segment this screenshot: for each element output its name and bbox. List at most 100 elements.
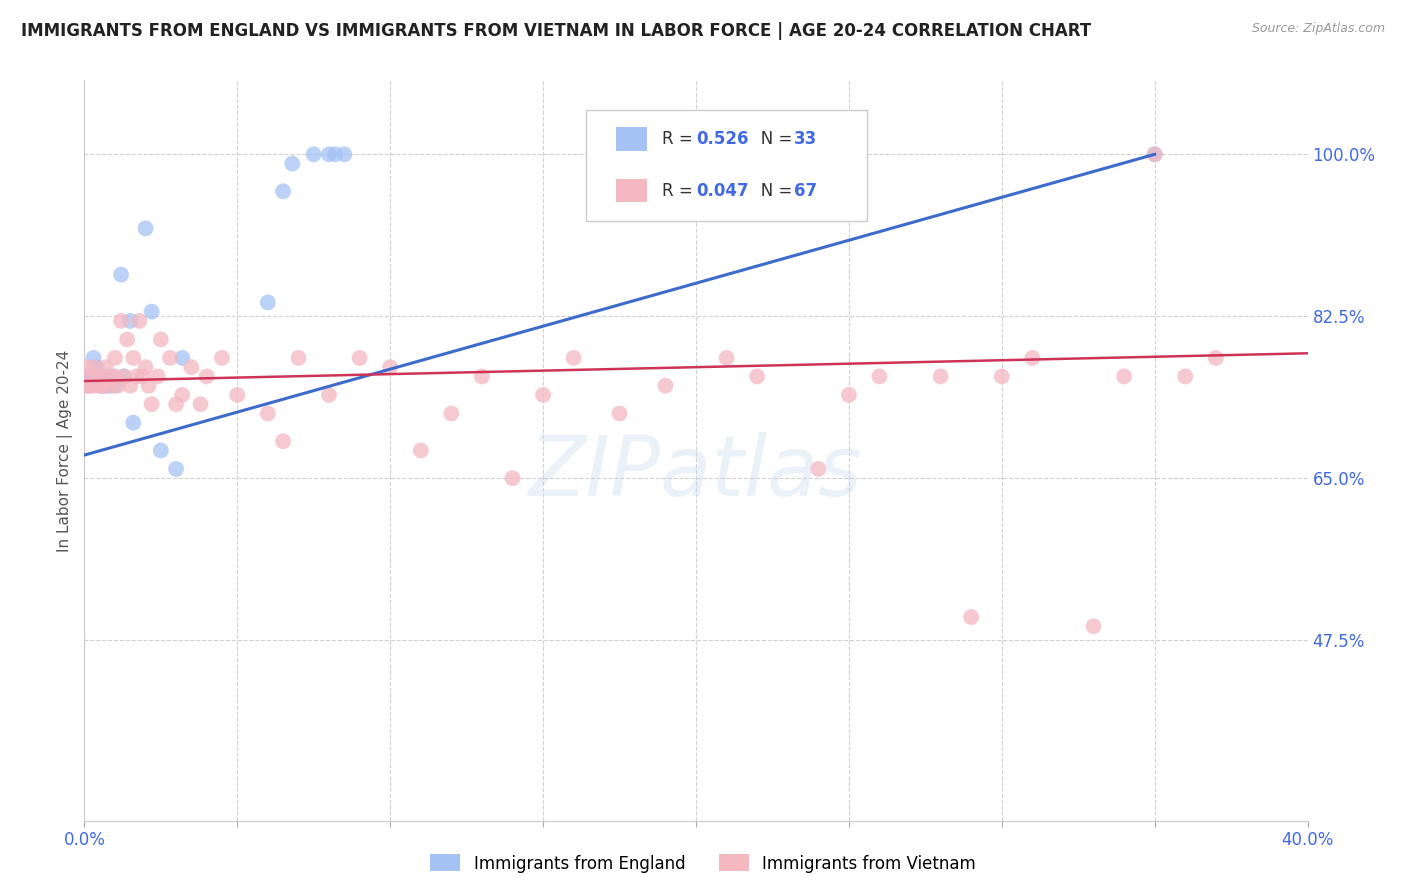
Point [869, 369, 891, 384]
Point [141, 397, 163, 411]
Point [562, 351, 585, 365]
Text: Source: ZipAtlas.com: Source: ZipAtlas.com [1251, 22, 1385, 36]
Point [172, 351, 194, 365]
Point [211, 351, 233, 365]
Point [89, 369, 111, 384]
Point [112, 369, 135, 384]
Point [83, 360, 105, 375]
Text: R =: R = [662, 182, 697, 200]
Point [471, 369, 494, 384]
Point [91, 378, 114, 392]
Point [112, 369, 135, 384]
Text: ZIPatlas: ZIPatlas [529, 432, 863, 513]
Point [76, 378, 98, 392]
Point [83, 378, 105, 392]
Point [149, 332, 172, 346]
Point [141, 304, 163, 318]
Point [165, 397, 187, 411]
Point [654, 378, 676, 392]
Point [685, 147, 707, 161]
Text: 0.047: 0.047 [696, 182, 748, 200]
Point [97, 378, 120, 392]
Point [76, 360, 98, 375]
Point [91, 378, 114, 392]
Point [89, 369, 111, 384]
Point [107, 378, 129, 392]
FancyBboxPatch shape [586, 110, 868, 221]
Point [1205, 351, 1227, 365]
Point [115, 332, 138, 346]
Point [1083, 619, 1105, 633]
Point [86, 369, 108, 384]
Point [131, 369, 153, 384]
Bar [616, 127, 647, 151]
Point [190, 397, 212, 411]
Point [97, 369, 120, 384]
Point [609, 407, 631, 421]
Point [1114, 369, 1136, 384]
Point [960, 610, 983, 624]
Point [257, 407, 280, 421]
Point [135, 221, 157, 235]
Legend: Immigrants from England, Immigrants from Vietnam: Immigrants from England, Immigrants from… [423, 847, 983, 880]
Point [991, 369, 1014, 384]
Point [318, 147, 340, 161]
Point [349, 351, 371, 365]
Point [94, 360, 117, 375]
Point [89, 378, 111, 392]
Point [409, 443, 432, 458]
Text: N =: N = [745, 129, 797, 148]
Point [1143, 147, 1166, 161]
Point [929, 369, 952, 384]
Point [1174, 369, 1197, 384]
Point [76, 378, 98, 392]
Point [531, 388, 554, 402]
Point [120, 378, 142, 392]
Point [146, 369, 169, 384]
Point [97, 369, 120, 384]
Point [440, 407, 463, 421]
Point [94, 378, 117, 392]
Text: 33: 33 [794, 129, 817, 148]
Point [747, 369, 769, 384]
Point [91, 378, 114, 392]
Point [159, 351, 181, 365]
Point [281, 156, 304, 170]
Text: R =: R = [662, 129, 697, 148]
Point [104, 378, 127, 392]
Point [104, 351, 127, 365]
Point [149, 443, 172, 458]
Point [101, 369, 124, 384]
Point [318, 388, 340, 402]
Point [122, 416, 145, 430]
Point [104, 369, 127, 384]
Point [165, 462, 187, 476]
Text: 0.526: 0.526 [696, 129, 748, 148]
Point [135, 360, 157, 375]
Point [86, 369, 108, 384]
Text: N =: N = [745, 182, 797, 200]
Point [89, 378, 111, 392]
Point [110, 268, 132, 282]
Point [110, 314, 132, 328]
Point [91, 369, 114, 384]
Text: 67: 67 [794, 182, 817, 200]
Point [1143, 147, 1166, 161]
Point [172, 388, 194, 402]
Point [302, 147, 325, 161]
Point [716, 351, 738, 365]
Point [257, 295, 280, 310]
Bar [616, 178, 647, 202]
Point [807, 462, 830, 476]
Point [1021, 351, 1043, 365]
Point [838, 388, 860, 402]
Point [83, 351, 105, 365]
Point [86, 360, 108, 375]
Point [271, 434, 294, 449]
Point [271, 185, 294, 199]
Point [226, 388, 249, 402]
Point [128, 314, 150, 328]
Point [380, 360, 402, 375]
Point [138, 378, 160, 392]
Point [125, 369, 148, 384]
